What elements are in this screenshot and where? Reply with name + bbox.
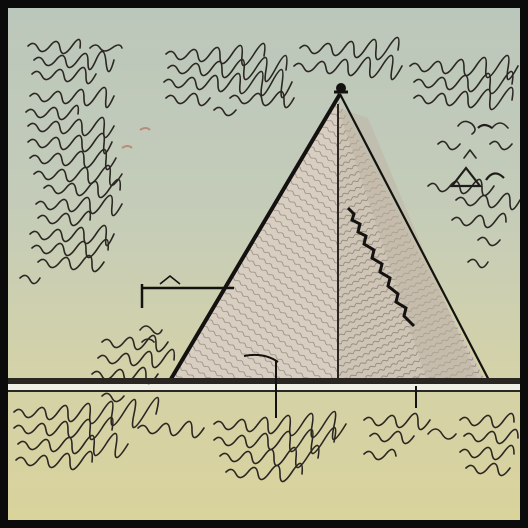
top-center-notes (164, 37, 402, 115)
left-notes-scribbles (20, 39, 122, 283)
sketch-paper (8, 8, 520, 520)
pyramid (168, 83, 492, 392)
right-notes-scribbles (410, 55, 520, 267)
left-notes-red-marks (122, 128, 150, 148)
ground-line-highlight (8, 384, 520, 390)
bottom-notes (14, 397, 518, 481)
ground-line (8, 378, 520, 392)
pyramid-sketch-drawing (8, 8, 520, 520)
bracket-small-triangle (160, 276, 180, 284)
left-notes-block (20, 39, 150, 283)
ground-line-top (8, 378, 520, 384)
right-small-sketch (452, 125, 504, 186)
right-notes-block (410, 55, 520, 267)
ground-line-bottom (8, 390, 520, 392)
